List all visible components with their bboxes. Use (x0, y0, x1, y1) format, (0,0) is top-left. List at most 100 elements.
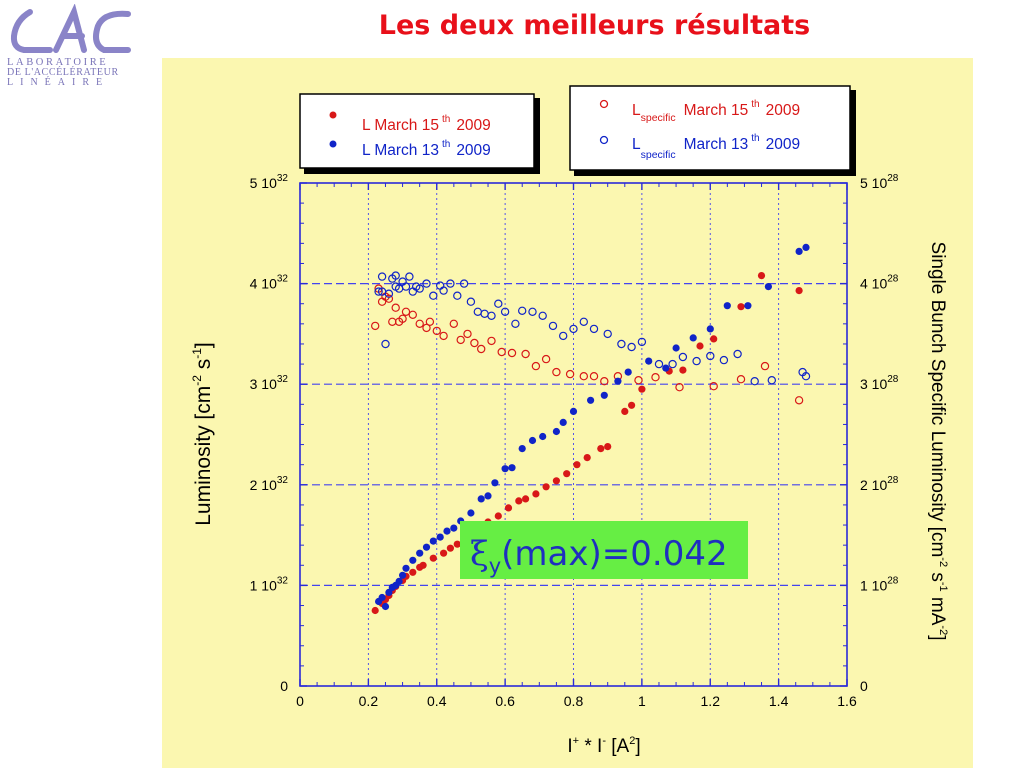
svg-text:Luminosity [cm-2 s-1]: Luminosity [cm-2 s-1] (190, 342, 215, 526)
data-point (603, 329, 612, 339)
svg-text:Single Bunch Specific Luminosi: Single Bunch Specific Luminosity [cm-2 s… (927, 242, 949, 641)
y-left-tick-label: 4 1032 (250, 274, 289, 292)
y-right-tick-label: 1 1028 (860, 575, 899, 593)
data-point (405, 272, 414, 281)
data-point (552, 427, 561, 436)
data-point (696, 342, 704, 350)
y-left-tick-label: 3 1032 (250, 374, 289, 392)
data-point (627, 342, 636, 352)
data-point (638, 385, 646, 393)
data-point (422, 323, 431, 333)
data-point (597, 445, 605, 453)
x-tick-label: 0 (296, 693, 304, 709)
data-point (744, 302, 752, 310)
data-point (552, 477, 561, 485)
data-point (548, 321, 558, 331)
data-point (736, 375, 746, 384)
data-point (662, 364, 670, 372)
y-right-tick-label: 3 1028 (860, 374, 899, 392)
data-point (587, 396, 595, 404)
data-point (511, 319, 520, 328)
data-point (518, 445, 526, 453)
svg-text:ξy(max)=0.042: ξy(max)=0.042 (470, 534, 728, 578)
lal-logo-letters (10, 4, 131, 53)
data-point (645, 357, 653, 365)
data-point (398, 314, 407, 323)
axis-ticks (299, 182, 848, 687)
data-point (542, 483, 550, 491)
series-filled-red-left (371, 272, 803, 615)
data-point (757, 272, 766, 280)
data-point (600, 377, 609, 386)
data-point (487, 336, 496, 346)
data-point (419, 561, 427, 569)
data-point (377, 272, 387, 281)
data-point (531, 361, 541, 371)
data-point (689, 334, 697, 342)
data-point (450, 524, 458, 532)
data-point (432, 326, 441, 336)
data-point (443, 527, 451, 535)
x-tick-label: 0.6 (495, 693, 515, 709)
data-point (470, 338, 479, 348)
data-point (528, 307, 537, 316)
data-point (678, 352, 688, 362)
data-point (621, 407, 629, 415)
data-point (415, 319, 424, 328)
data-point (422, 543, 431, 551)
data-point (628, 401, 636, 409)
data-point (589, 372, 599, 381)
data-point (538, 311, 547, 320)
data-point (401, 307, 411, 316)
data-point (494, 512, 502, 520)
data-point (446, 544, 454, 552)
data-point (484, 492, 492, 500)
chart-panel (162, 58, 973, 768)
y-axis-left-label: Luminosity [cm-2 s-1] (190, 342, 215, 526)
x-tick-label: 1.2 (701, 693, 721, 709)
x-tick-label: 1.4 (769, 693, 789, 709)
data-point (600, 391, 608, 399)
x-tick-label: 0.2 (359, 693, 379, 709)
data-point (518, 306, 527, 315)
data-point (416, 549, 424, 557)
legend-marker-red-open (599, 99, 609, 109)
data-point (459, 279, 469, 288)
data-point (477, 495, 485, 503)
data-point (764, 283, 773, 291)
y-left-tick-label: 1 1032 (250, 575, 289, 593)
data-point (453, 540, 461, 548)
data-point (521, 349, 530, 359)
data-point (579, 372, 589, 381)
data-point (604, 443, 612, 451)
data-point (391, 303, 400, 312)
x-axis-label: I+ * I- [A2] (567, 735, 640, 757)
y-left-tick-label: 2 1032 (250, 475, 289, 493)
data-point (449, 319, 458, 328)
data-point (408, 310, 417, 319)
series-open-blue-right (374, 271, 811, 386)
chart-marks (371, 243, 811, 615)
data-point (384, 289, 394, 298)
data-point (494, 299, 503, 308)
data-point (429, 537, 437, 545)
data-point (569, 324, 578, 334)
data-point (453, 291, 462, 300)
data-point (565, 369, 575, 379)
data-point (487, 311, 496, 320)
legend-marker-blue-open (599, 135, 609, 145)
legend-marker-red-filled (329, 111, 337, 119)
data-point (402, 564, 410, 572)
data-point (429, 291, 438, 300)
data-point (456, 335, 465, 345)
data-point (532, 490, 540, 498)
data-point (559, 331, 568, 341)
data-point (802, 243, 810, 251)
data-point (491, 479, 499, 487)
data-point (528, 436, 537, 445)
data-point (463, 329, 472, 339)
